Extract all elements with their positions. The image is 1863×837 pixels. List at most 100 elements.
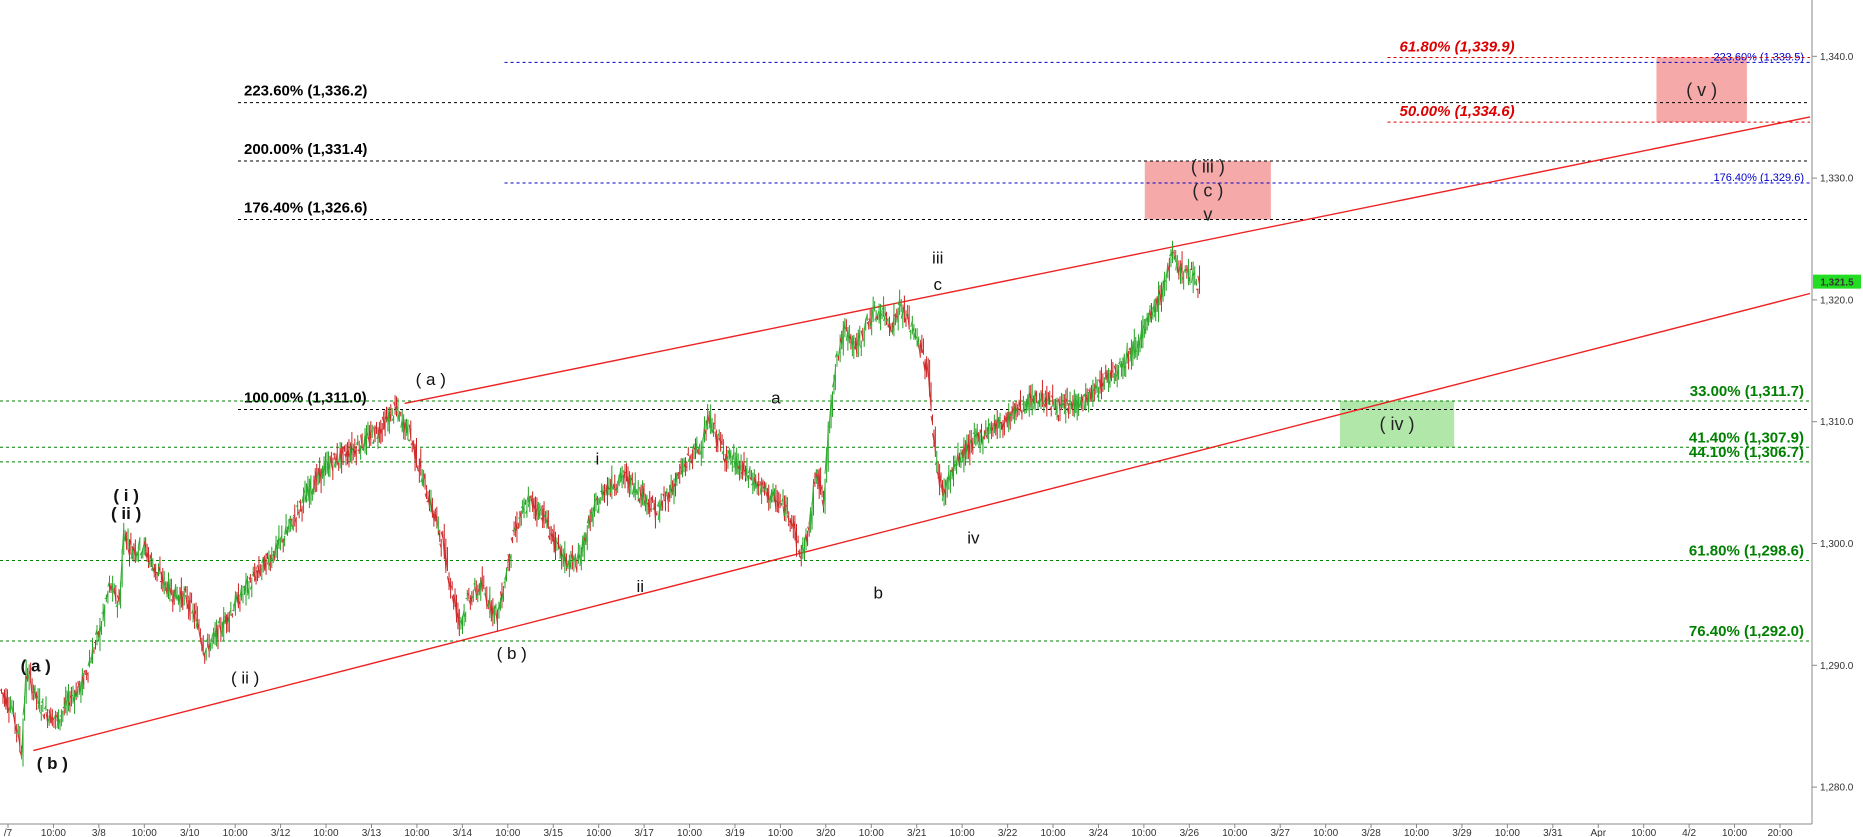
x-tick-label: 3/26 (1180, 828, 1200, 837)
price-segment (650, 496, 654, 501)
price-segment (279, 535, 283, 539)
fib-level-label: 223.60% (1,336.2) (244, 83, 367, 100)
price-segment (596, 506, 600, 514)
price-segment (1100, 382, 1104, 387)
price-segment (39, 712, 42, 714)
price-segment (700, 446, 704, 449)
price-segment (305, 483, 309, 496)
price-segment (96, 631, 99, 636)
price-segment (360, 434, 363, 448)
price-segment (1152, 301, 1155, 313)
price-segment (1156, 292, 1160, 312)
price-segment (747, 467, 751, 474)
price-segment (978, 431, 981, 447)
price-segment (954, 463, 957, 467)
price-segment (1078, 403, 1081, 408)
price-segment (609, 474, 613, 493)
price-segment (489, 601, 492, 615)
price-segment (739, 463, 742, 472)
x-tick-label: 10:00 (1722, 828, 1747, 837)
price-segment (714, 431, 717, 444)
price-segment (443, 543, 447, 570)
price-segment (768, 497, 771, 503)
price-segment (183, 588, 187, 591)
price-segment (973, 433, 977, 439)
price-segment (329, 455, 332, 464)
price-segment (1179, 260, 1183, 276)
fib-level-label: 223.60% (1,339.5) (1713, 51, 1804, 63)
price-segment (102, 605, 106, 619)
price-segment (6, 707, 10, 713)
price-segment (292, 514, 296, 518)
price-segment (993, 420, 997, 431)
price-segment (33, 685, 36, 696)
price-segment (325, 461, 328, 463)
price-segment (1120, 362, 1124, 369)
price-segment (728, 451, 732, 460)
price-segment (376, 436, 379, 439)
price-segment (400, 419, 403, 428)
price-segment (689, 455, 692, 460)
price-segment (791, 522, 794, 529)
price-segment (1020, 410, 1023, 414)
price-segment (930, 415, 933, 424)
x-tick-label: 10:00 (1041, 828, 1066, 837)
price-segment (815, 473, 819, 480)
price-segment (678, 472, 680, 474)
price-segment (245, 577, 249, 586)
price-segment (153, 563, 157, 575)
price-segment (721, 449, 724, 455)
price-segment (1017, 408, 1020, 411)
price-segment (496, 606, 500, 611)
price-segment (275, 542, 278, 551)
price-segment (875, 316, 879, 320)
price-segment (1, 692, 4, 695)
price-segment (785, 504, 788, 507)
price-segment (756, 482, 760, 489)
price-segment (710, 420, 713, 433)
price-segment (178, 594, 181, 605)
x-tick-label: 3/10 (180, 828, 200, 837)
price-segment (126, 538, 129, 541)
price-segment (1065, 398, 1068, 403)
price-segment (37, 698, 41, 710)
price-segment (115, 603, 118, 608)
price-segment (941, 483, 945, 502)
price-segment (27, 673, 30, 680)
price-segment (90, 647, 94, 664)
price-segment (961, 444, 965, 463)
price-segment (588, 516, 591, 528)
price-segment (550, 533, 554, 538)
price-segment (778, 501, 781, 504)
target-zone (1339, 400, 1455, 448)
price-segment (1047, 391, 1051, 405)
price-segment (503, 581, 506, 584)
price-segment (765, 492, 768, 498)
price-segment (797, 550, 801, 555)
price-segment (101, 611, 104, 614)
price-segment (284, 524, 287, 535)
price-segment (915, 336, 918, 339)
price-segment (437, 530, 441, 538)
price-segment (851, 336, 855, 349)
price-segment (166, 579, 170, 597)
price-segment (179, 587, 182, 601)
price-segment (773, 495, 777, 510)
x-tick-label: 3/27 (1270, 828, 1290, 837)
price-segment (896, 310, 899, 323)
price-segment (251, 573, 254, 576)
price-segment (1186, 265, 1189, 276)
price-segment (705, 414, 709, 430)
price-segment (466, 592, 470, 596)
price-segment (1023, 409, 1026, 413)
fib-level-label: 50.00% (1,334.6) (1400, 103, 1515, 120)
price-segment (903, 316, 907, 323)
price-segment (121, 528, 125, 555)
price-segment (68, 701, 71, 707)
price-segment (493, 605, 497, 610)
price-segment (418, 458, 422, 469)
price-segment (805, 533, 809, 545)
price-segment (134, 552, 138, 558)
price-segment (620, 471, 623, 482)
price-segment (561, 553, 564, 559)
